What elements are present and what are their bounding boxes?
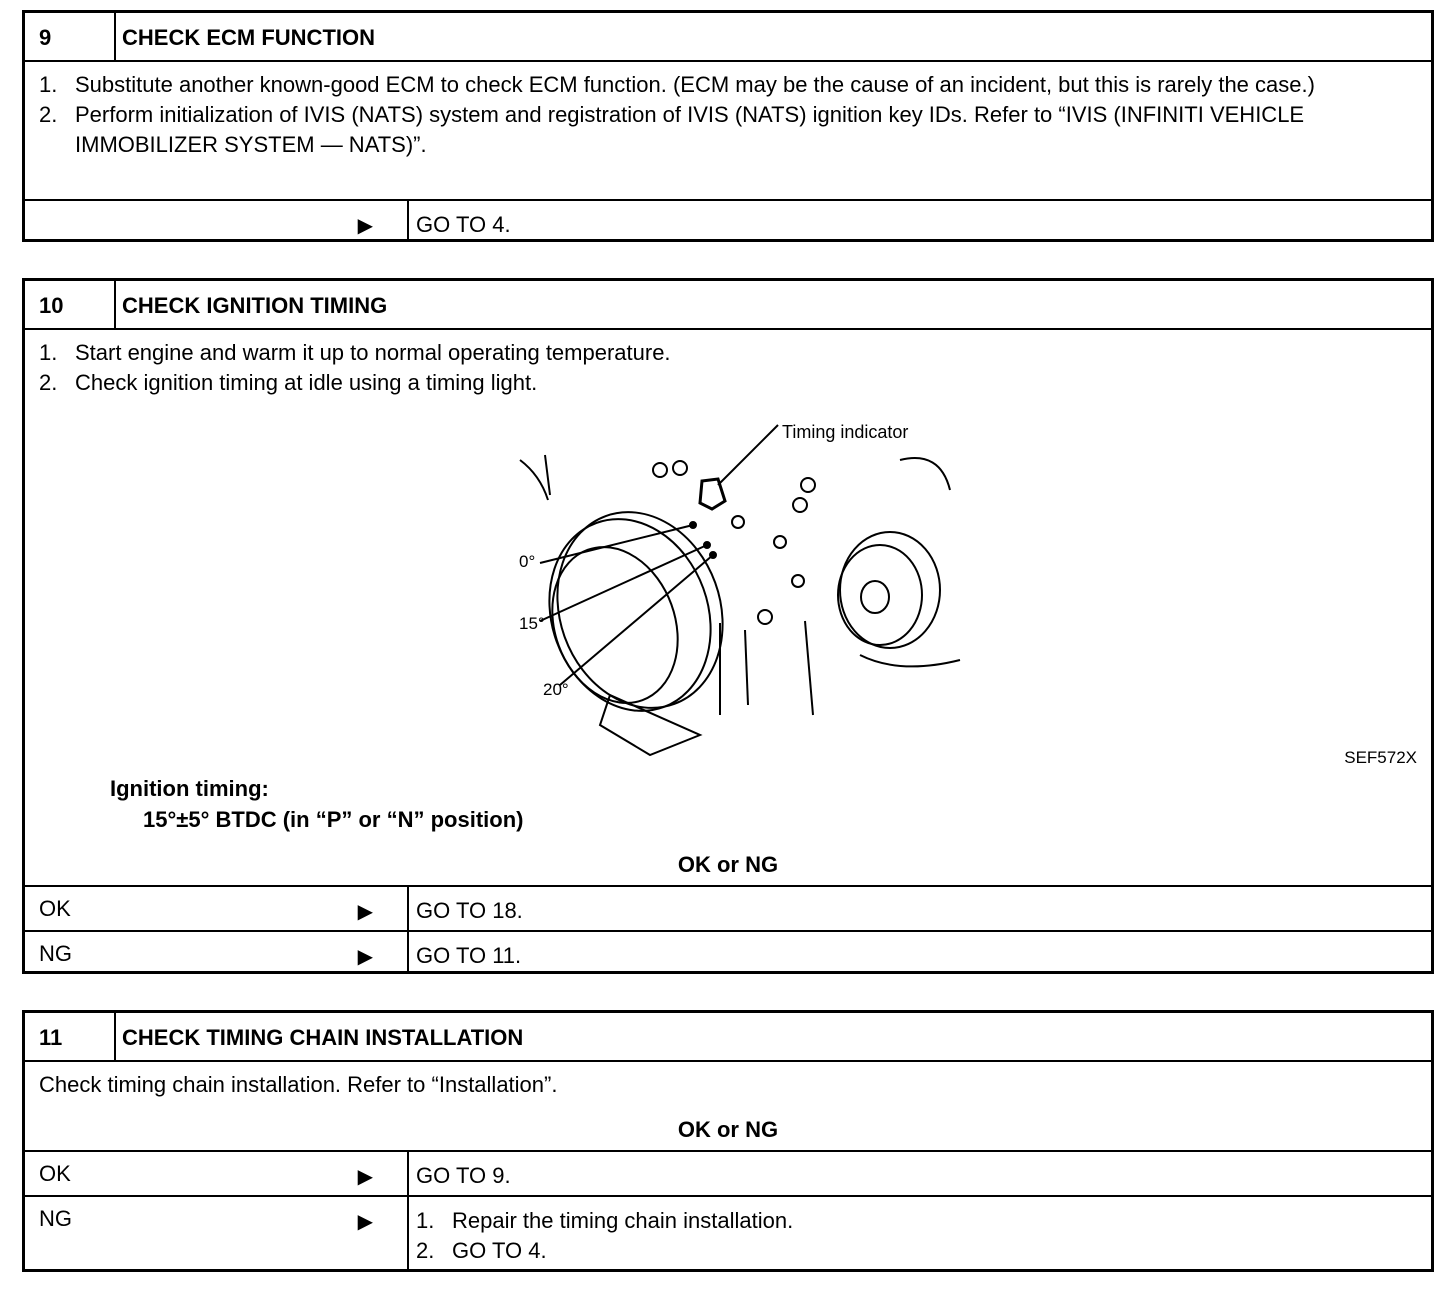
result-row-ng: NG ▶ 1. Repair the timing chain installati…	[25, 1195, 1431, 1269]
step-number: 11	[25, 1013, 116, 1060]
ok-or-ng-label: OK or NG	[677, 1117, 779, 1142]
action-text: Repair the timing chain installation.	[452, 1208, 794, 1233]
arrow-right-icon: ▶	[357, 901, 373, 923]
arrow-right-icon: ▶	[357, 1211, 373, 1233]
instruction-text: Start engine and warm it up to normal op…	[75, 340, 671, 365]
result-row: ▶ GO TO 4.	[25, 199, 1431, 239]
result-action: GO TO 18.	[416, 898, 523, 923]
result-label: NG	[39, 941, 72, 966]
arrow-right-icon: ▶	[357, 215, 373, 237]
instruction: 1. Substitute another known-good ECM to c…	[39, 70, 1417, 100]
timing-indicator-label: Timing indicator	[782, 422, 909, 442]
result-action: GO TO 11.	[416, 943, 522, 968]
instruction-number: 1.	[39, 72, 58, 97]
spec-value: 15°±5° BTDC (in “P” or “N” position)	[143, 807, 524, 832]
result-label: OK	[39, 896, 71, 921]
fifteen-degree-label: 15°	[519, 614, 545, 633]
arrow-right-icon: ▶	[357, 1166, 373, 1188]
instruction-text: Substitute another known-good ECM to che…	[75, 72, 1315, 97]
step-header: 9 CHECK ECM FUNCTION	[25, 13, 1431, 60]
step-10-box: 10 CHECK IGNITION TIMING 1. Start engine …	[22, 278, 1434, 974]
step-body: Check timing chain installation. Refer t…	[25, 1060, 1431, 1150]
ok-or-ng-label: OK or NG	[677, 852, 779, 877]
step-body: 1. Substitute another known-good ECM to c…	[25, 60, 1431, 199]
step-number: 9	[25, 13, 116, 60]
action-text: GO TO 4.	[452, 1238, 547, 1263]
step-text: Check timing chain installation. Refer t…	[39, 1072, 558, 1097]
result-row-ok: OK ▶ GO TO 9.	[25, 1150, 1431, 1195]
instruction-text: Check ignition timing at idle using a ti…	[75, 370, 538, 395]
step-number: 10	[25, 281, 116, 328]
action-number: 2.	[416, 1238, 435, 1263]
figure-code: SEF572X	[1344, 748, 1417, 767]
result-label: NG	[39, 1206, 72, 1231]
step-body: 1. Start engine and warm it up to normal …	[25, 328, 1431, 885]
action-number: 1.	[416, 1208, 435, 1233]
twenty-degree-label: 20°	[543, 680, 569, 699]
step-title: CHECK IGNITION TIMING	[122, 293, 388, 318]
instruction-number: 2.	[39, 102, 58, 127]
timing-diagram	[519, 424, 961, 757]
instruction: 1. Start engine and warm it up to normal …	[39, 338, 1417, 368]
arrow-right-icon: ▶	[357, 946, 373, 968]
step-9-box: 9 CHECK ECM FUNCTION 1. Substitute anothe…	[22, 10, 1434, 242]
result-label: OK	[39, 1161, 71, 1186]
step-title: CHECK ECM FUNCTION	[122, 25, 375, 50]
result-row-ok: OK ▶ GO TO 18.	[25, 885, 1431, 930]
action-item: 1. Repair the timing chain installation.	[416, 1206, 1316, 1236]
step-header: 10 CHECK IGNITION TIMING	[25, 281, 1431, 328]
step-title: CHECK TIMING CHAIN INSTALLATION	[122, 1025, 524, 1050]
result-action: GO TO 4.	[416, 212, 511, 237]
instruction-number: 2.	[39, 370, 58, 395]
spec-label: Ignition timing:	[110, 776, 269, 801]
action-item: 2. GO TO 4.	[416, 1236, 1316, 1266]
instruction: 2. Perform initialization of IVIS (NATS) …	[39, 100, 1417, 160]
step-11-box: 11 CHECK TIMING CHAIN INSTALLATION Check…	[22, 1010, 1434, 1272]
zero-degree-label: 0°	[519, 552, 536, 571]
instruction-number: 1.	[39, 340, 58, 365]
step-header: 11 CHECK TIMING CHAIN INSTALLATION	[25, 1013, 1431, 1060]
instruction: 2. Check ignition timing at idle using a …	[39, 368, 1417, 398]
instruction-text: Perform initialization of IVIS (NATS) sy…	[75, 102, 1305, 157]
result-action: GO TO 9.	[416, 1163, 511, 1188]
result-row-ng: NG ▶ GO TO 11.	[25, 930, 1431, 971]
